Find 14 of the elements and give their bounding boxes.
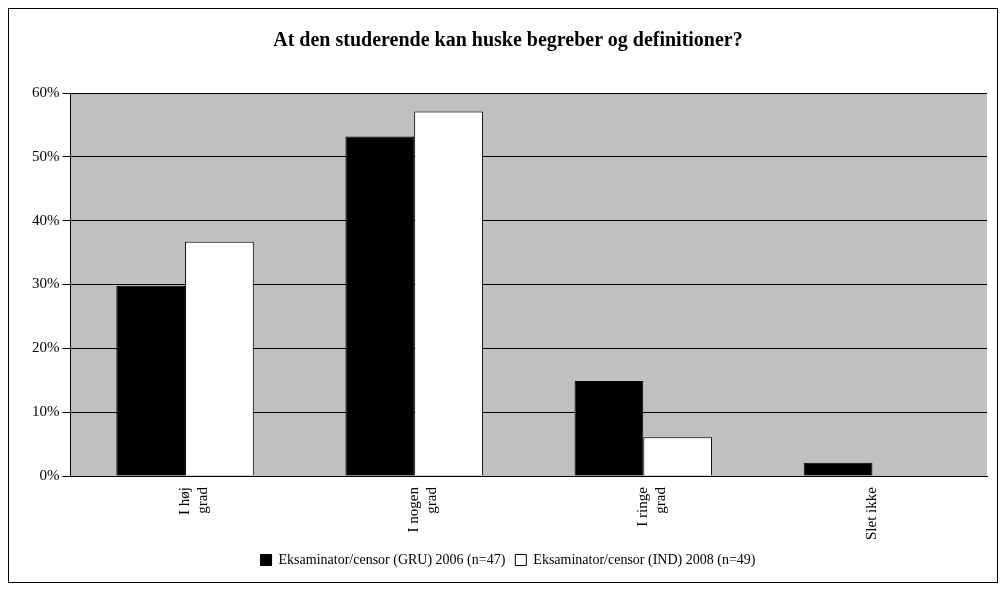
x-tick-label: I ringe grad xyxy=(634,486,669,527)
y-tick-label: 50% xyxy=(32,147,60,164)
y-tick-label: 40% xyxy=(32,211,60,228)
y-tick-label: 30% xyxy=(32,275,60,292)
y-tick-label: 60% xyxy=(32,83,60,100)
x-tick-label: I nogen grad xyxy=(405,486,440,533)
y-tick-label: 10% xyxy=(32,403,60,420)
legend-label: Eksaminator/censor (GRU) 2006 (n=47) xyxy=(278,551,506,568)
x-tick-label: I høj grad xyxy=(176,486,210,516)
chart-title: At den studerende kan huske begreber og definitioner? xyxy=(273,28,743,52)
legend-label: Eksaminator/censor (IND) 2008 (n=49) xyxy=(533,551,756,568)
y-tick-label: 20% xyxy=(32,339,60,356)
x-tick-label: Slet ikke xyxy=(863,486,880,541)
y-tick-label: 0% xyxy=(39,467,60,484)
